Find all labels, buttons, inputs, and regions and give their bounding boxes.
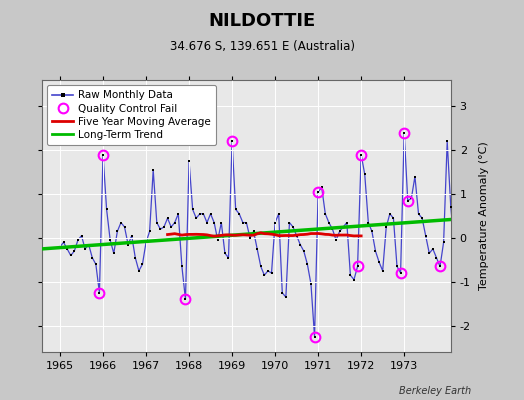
Y-axis label: Temperature Anomaly (°C): Temperature Anomaly (°C) <box>479 142 489 290</box>
Text: Berkeley Earth: Berkeley Earth <box>399 386 472 396</box>
Legend: Raw Monthly Data, Quality Control Fail, Five Year Moving Average, Long-Term Tren: Raw Monthly Data, Quality Control Fail, … <box>47 85 216 145</box>
Text: 34.676 S, 139.651 E (Australia): 34.676 S, 139.651 E (Australia) <box>169 40 355 53</box>
Text: NILDOTTIE: NILDOTTIE <box>209 12 315 30</box>
